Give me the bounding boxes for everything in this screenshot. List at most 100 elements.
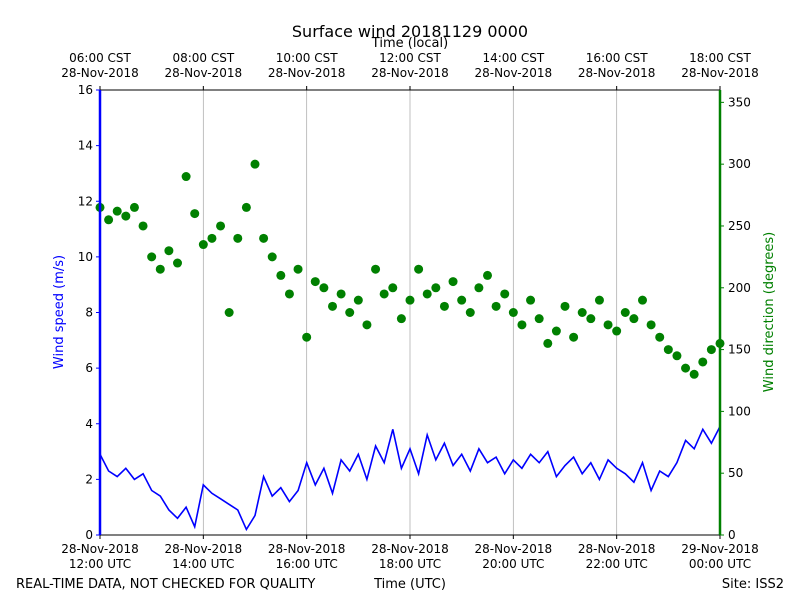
wind-direction-point <box>371 264 381 274</box>
y2-tick-label: 150 <box>728 343 751 357</box>
x2-tick-label: 18:00 CST 28-Nov-2018 <box>681 51 759 80</box>
y2-tick-label: 300 <box>728 157 751 171</box>
x-tick-label: 29-Nov-2018 00:00 UTC <box>681 542 759 571</box>
x-tick-label: 28-Nov-2018 14:00 UTC <box>165 542 243 571</box>
y2-tick-label: 0 <box>728 528 736 542</box>
wind-direction-point <box>474 283 484 293</box>
wind-direction-point <box>457 295 467 305</box>
wind-direction-point <box>586 314 596 324</box>
wind-direction-point <box>638 295 647 305</box>
wind-direction-point <box>431 283 441 293</box>
wind-direction-point <box>629 314 639 324</box>
footer-note: REAL-TIME DATA, NOT CHECKED FOR QUALITY <box>16 577 315 592</box>
y-tick-label: 0 <box>85 528 93 542</box>
wind-direction-point <box>672 351 682 361</box>
y2-tick-label: 250 <box>728 219 751 233</box>
x-axis-label: Time (UTC) <box>373 577 446 592</box>
wind-direction-point <box>646 320 656 330</box>
y2-tick-label: 350 <box>728 95 751 109</box>
wind-direction-point <box>310 277 320 287</box>
wind-direction-point <box>698 357 708 367</box>
wind-direction-point <box>560 301 570 311</box>
y-tick-label: 6 <box>85 361 93 375</box>
wind-direction-point <box>293 264 303 274</box>
wind-direction-point <box>155 264 165 274</box>
y-tick-label: 10 <box>78 250 93 264</box>
x-tick-label: 28-Nov-2018 22:00 UTC <box>578 542 656 571</box>
wind-direction-point <box>620 308 630 317</box>
wind-direction-point <box>121 211 131 221</box>
y-tick-label: 4 <box>85 417 93 431</box>
wind-direction-point <box>173 258 182 268</box>
wind-direction-point <box>551 326 561 336</box>
wind-direction-point <box>250 159 260 169</box>
x2-tick-label: 10:00 CST 28-Nov-2018 <box>268 51 346 80</box>
wind-direction-point <box>216 221 226 231</box>
wind-direction-point <box>379 289 389 299</box>
wind-direction-point <box>543 338 553 348</box>
wind-direction-point <box>224 308 234 317</box>
wind-direction-point <box>336 289 346 299</box>
x-tick-label: 28-Nov-2018 12:00 UTC <box>61 542 139 571</box>
wind-direction-point <box>491 301 501 311</box>
wind-direction-point <box>465 308 475 317</box>
wind-direction-point <box>603 320 613 330</box>
wind-direction-point <box>104 215 114 225</box>
wind-direction-point <box>181 172 191 182</box>
wind-direction-point <box>190 209 200 219</box>
x2-axis-label: Time (local) <box>371 36 448 51</box>
y-tick-label: 16 <box>78 83 93 97</box>
wind-direction-point <box>534 314 544 324</box>
y-tick-label: 12 <box>78 194 93 208</box>
wind-direction-point <box>241 202 251 212</box>
wind-direction-point <box>302 332 312 342</box>
wind-speed-line <box>99 426 721 532</box>
wind-direction-point <box>508 308 518 317</box>
wind-direction-point <box>345 308 355 317</box>
x-tick-label: 28-Nov-2018 20:00 UTC <box>475 542 553 571</box>
wind-direction-point <box>396 314 406 324</box>
site-label: Site: ISS2 <box>722 577 784 592</box>
wind-direction-point <box>198 240 208 250</box>
wind-direction-point <box>483 270 492 280</box>
wind-direction-point <box>706 345 716 355</box>
wind-direction-point <box>612 326 622 336</box>
wind-direction-point <box>207 233 217 243</box>
y-tick-label: 2 <box>85 472 93 486</box>
chart-title: Surface wind 20181129 0000 <box>292 22 528 41</box>
wind-direction-point <box>276 270 286 280</box>
wind-direction-point <box>388 283 398 293</box>
wind-direction-point <box>517 320 527 330</box>
x-tick-label: 28-Nov-2018 18:00 UTC <box>371 542 449 571</box>
wind-direction-point <box>500 289 510 299</box>
x2-tick-label: 06:00 CST 28-Nov-2018 <box>61 51 139 80</box>
wind-direction-point <box>405 295 415 305</box>
y-tick-label: 14 <box>78 139 93 153</box>
wind-direction-point <box>663 345 673 355</box>
wind-direction-point <box>681 363 691 373</box>
x2-tick-label: 14:00 CST 28-Nov-2018 <box>475 51 553 80</box>
wind-direction-point <box>655 332 665 342</box>
wind-direction-point <box>526 295 536 305</box>
y2-tick-label: 100 <box>728 404 751 418</box>
wind-direction-point <box>233 233 243 243</box>
wind-direction-point <box>414 264 424 274</box>
wind-direction-point <box>112 206 122 216</box>
y2-tick-label: 50 <box>728 466 743 480</box>
wind-direction-point <box>594 295 604 305</box>
x2-tick-label: 16:00 CST 28-Nov-2018 <box>578 51 656 80</box>
wind-direction-point <box>319 283 329 293</box>
x-tick-label: 28-Nov-2018 16:00 UTC <box>268 542 346 571</box>
wind-direction-point <box>129 202 139 212</box>
wind-direction-point <box>328 301 337 311</box>
wind-direction-point <box>362 320 372 330</box>
wind-direction-point <box>577 308 587 317</box>
wind-direction-point <box>448 277 458 287</box>
y-tick-label: 8 <box>85 306 93 320</box>
wind-direction-point <box>164 246 174 256</box>
y-axis-label: Wind speed (m/s) <box>52 255 67 369</box>
wind-direction-point <box>353 295 363 305</box>
wind-direction-point <box>569 332 579 342</box>
wind-direction-point <box>284 289 294 299</box>
